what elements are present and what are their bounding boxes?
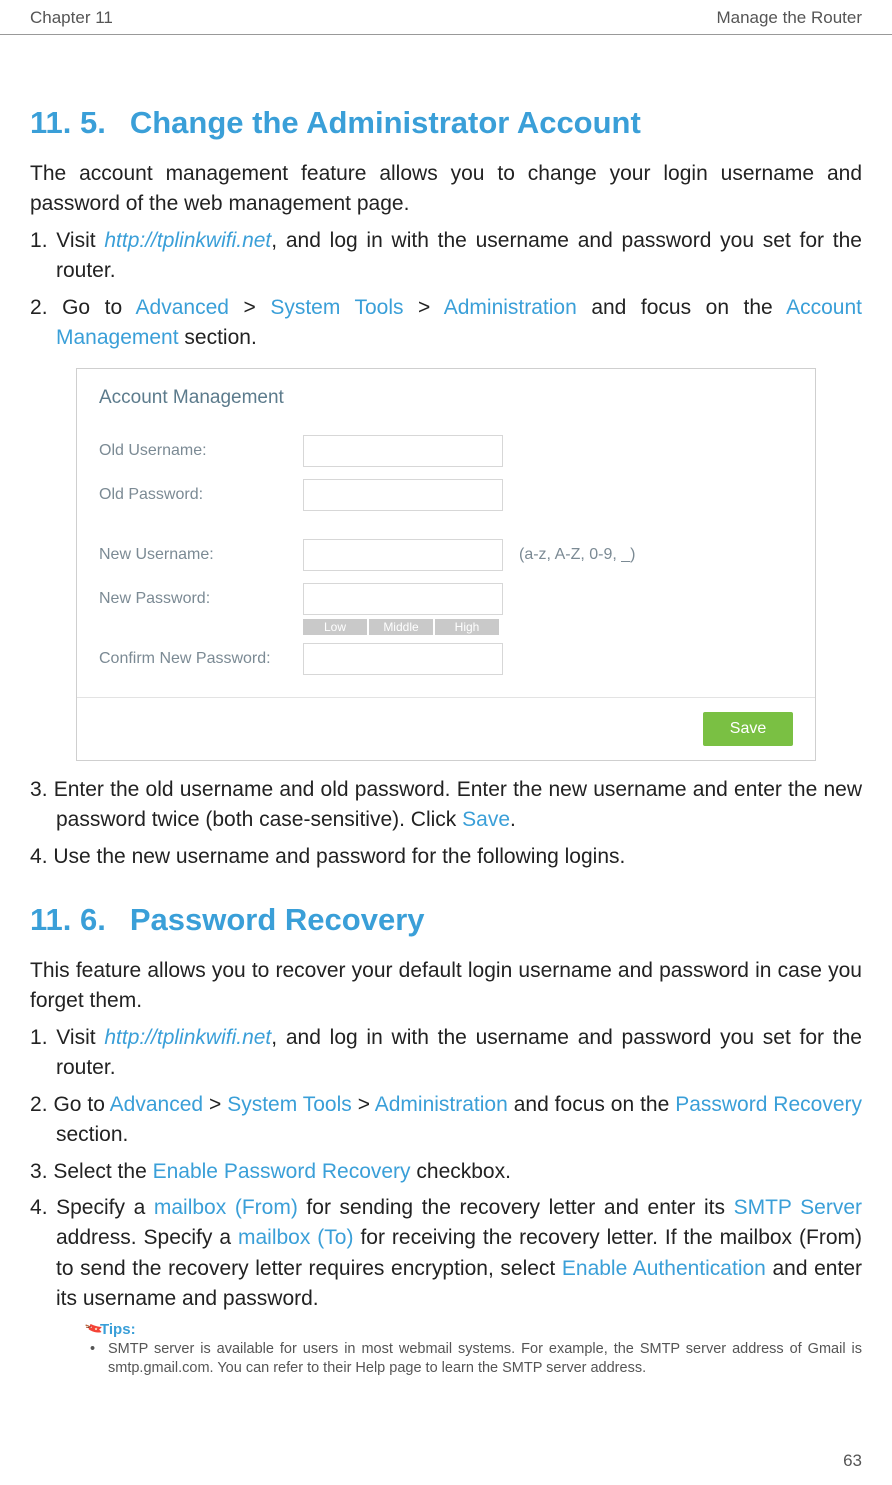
tips-block: 🔖Tips: SMTP server is available for user… <box>30 1321 862 1379</box>
tips-heading: 🔖Tips: <box>86 1321 862 1338</box>
new-username-hint: (a-z, A-Z, 0-9, _) <box>519 546 635 564</box>
step-2: Go to Advanced > System Tools > Administ… <box>30 293 862 354</box>
link-tplinkwifi-2[interactable]: http://tplinkwifi.net <box>104 1026 271 1049</box>
row-confirm-password: Confirm New Password: <box>77 637 815 681</box>
section-number-2: 11. 6. <box>30 902 106 937</box>
section-title-2: Password Recovery <box>130 902 425 937</box>
page-content: 11. 5. Change the Administrator Account T… <box>0 35 892 1379</box>
strength-middle: Middle <box>369 619 433 635</box>
save-button[interactable]: Save <box>703 712 793 746</box>
panel-title: Account Management <box>77 369 815 429</box>
new-password-input[interactable] <box>303 583 503 615</box>
nav-system-tools: System Tools <box>270 296 403 319</box>
s2-step-3: Select the Enable Password Recovery chec… <box>30 1157 862 1187</box>
row-new-username: New Username: (a-z, A-Z, 0-9, _) <box>77 533 815 577</box>
chapter-label: Chapter 11 <box>30 8 113 28</box>
tips-item-1: SMTP server is available for users in mo… <box>86 1340 862 1379</box>
section-heading-11-5: 11. 5. Change the Administrator Account <box>30 105 862 141</box>
panel-footer: Save <box>77 697 815 760</box>
header-title: Manage the Router <box>716 8 862 28</box>
section-title: Change the Administrator Account <box>130 105 641 140</box>
old-password-label: Old Password: <box>99 486 303 504</box>
s2-step-1: Visit http://tplinkwifi.net, and log in … <box>30 1023 862 1084</box>
row-new-password: New Password: <box>77 577 815 621</box>
section1-steps-cont: Enter the old username and old password.… <box>30 775 862 872</box>
enable-authentication-ref: Enable Authentication <box>562 1257 766 1280</box>
strength-low: Low <box>303 619 367 635</box>
smtp-server-ref: SMTP Server <box>734 1196 862 1219</box>
s2-step-2: Go to Advanced > System Tools > Administ… <box>30 1090 862 1151</box>
step-4: Use the new username and password for th… <box>30 842 862 872</box>
section1-intro: The account management feature allows yo… <box>30 159 862 220</box>
nav-advanced-2: Advanced <box>110 1093 203 1116</box>
nav-password-recovery: Password Recovery <box>675 1093 862 1116</box>
section-number: 11. 5. <box>30 105 106 140</box>
password-strength-bar: Low Middle High <box>303 619 815 635</box>
confirm-password-input[interactable] <box>303 643 503 675</box>
enable-password-recovery-ref: Enable Password Recovery <box>153 1160 411 1183</box>
nav-administration-2: Administration <box>375 1093 508 1116</box>
row-old-username: Old Username: <box>77 429 815 473</box>
section1-steps: Visit http://tplinkwifi.net, and log in … <box>30 226 862 354</box>
new-password-label: New Password: <box>99 590 303 608</box>
new-username-label: New Username: <box>99 546 303 564</box>
row-old-password: Old Password: <box>77 473 815 517</box>
old-password-input[interactable] <box>303 479 503 511</box>
tag-icon: 🔖 <box>84 1320 100 1336</box>
confirm-password-label: Confirm New Password: <box>99 650 303 668</box>
nav-administration: Administration <box>444 296 577 319</box>
page-number: 63 <box>843 1451 862 1471</box>
section2-steps: Visit http://tplinkwifi.net, and log in … <box>30 1023 862 1315</box>
link-tplinkwifi[interactable]: http://tplinkwifi.net <box>104 229 271 252</box>
nav-advanced: Advanced <box>136 296 229 319</box>
new-username-input[interactable] <box>303 539 503 571</box>
old-username-input[interactable] <box>303 435 503 467</box>
old-username-label: Old Username: <box>99 442 303 460</box>
s2-step-4: Specify a mailbox (From) for sending the… <box>30 1193 862 1315</box>
mailbox-to-ref: mailbox (To) <box>238 1226 354 1249</box>
mailbox-from-ref: mailbox (From) <box>154 1196 298 1219</box>
save-ref: Save <box>462 808 510 831</box>
page-header: Chapter 11 Manage the Router <box>0 0 892 35</box>
section2-intro: This feature allows you to recover your … <box>30 956 862 1017</box>
section-heading-11-6: 11. 6. Password Recovery <box>30 902 862 938</box>
strength-high: High <box>435 619 499 635</box>
step-3: Enter the old username and old password.… <box>30 775 862 836</box>
account-management-panel: Account Management Old Username: Old Pas… <box>76 368 816 761</box>
nav-system-tools-2: System Tools <box>227 1093 352 1116</box>
tips-list: SMTP server is available for users in mo… <box>86 1340 862 1379</box>
step-1: Visit http://tplinkwifi.net, and log in … <box>30 226 862 287</box>
